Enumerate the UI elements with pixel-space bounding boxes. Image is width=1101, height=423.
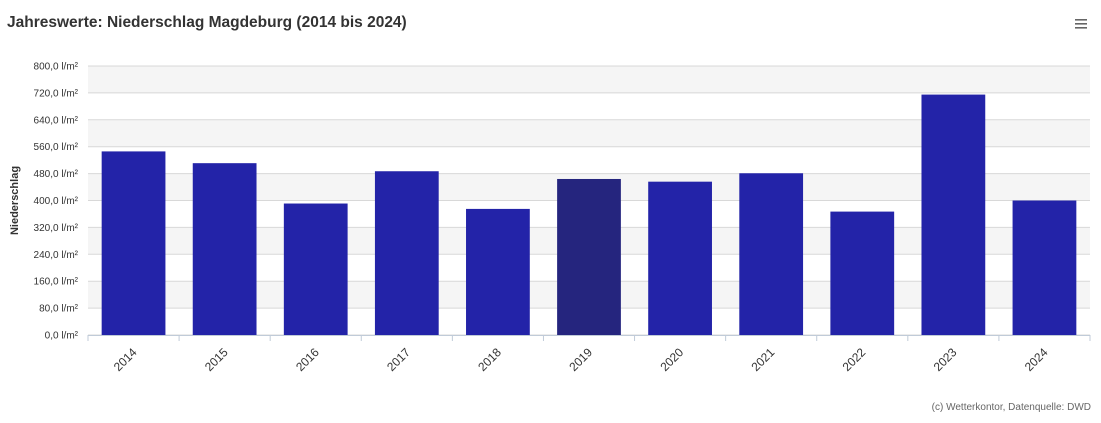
y-tick-label: 720,0 l/m² (34, 88, 79, 99)
bar-2021[interactable] (739, 173, 804, 335)
bar-2019[interactable] (557, 178, 621, 335)
y-tick-label: 400,0 l/m² (34, 196, 79, 207)
x-tick-label: 2014 (111, 345, 140, 374)
x-tick-label: 2021 (749, 345, 778, 374)
y-tick-label: 0,0 l/m² (45, 331, 79, 342)
credits-text[interactable]: (c) Wetterkontor, Datenquelle: DWD (931, 402, 1091, 413)
x-tick-label: 2023 (931, 345, 960, 374)
bar-2017[interactable] (374, 171, 439, 335)
bar-2014[interactable] (101, 151, 166, 335)
bar-2024[interactable] (1012, 200, 1077, 336)
y-tick-label: 240,0 l/m² (34, 250, 79, 261)
y-axis-label: Niederschlag (9, 166, 21, 235)
bar-2018[interactable] (466, 208, 530, 335)
x-tick-label: 2024 (1022, 345, 1051, 374)
bar-2015[interactable] (192, 163, 257, 335)
bar-2016[interactable] (283, 203, 348, 335)
bar-series (101, 94, 1077, 336)
x-tick-label: 2018 (475, 345, 504, 374)
bar-2022[interactable] (830, 211, 895, 335)
bar-2020[interactable] (648, 181, 712, 335)
x-tick-label: 2022 (840, 345, 869, 374)
y-tick-label: 800,0 l/m² (34, 62, 79, 73)
hamburger-menu-icon (1075, 19, 1087, 29)
y-tick-label: 560,0 l/m² (34, 142, 79, 153)
y-tick-label: 160,0 l/m² (34, 277, 79, 288)
bar-2023[interactable] (921, 94, 986, 335)
y-axis: 0,0 l/m² 80,0 l/m² 160,0 l/m² 240,0 l/m² 320… (34, 62, 79, 342)
chart-menu-button[interactable] (1071, 16, 1091, 32)
x-axis: 2014 2015 2016 2017 2018 2019 2020 2021 2022 2023… (87, 335, 1091, 374)
x-tick-label: 2015 (202, 345, 231, 374)
y-tick-label: 80,0 l/m² (39, 304, 79, 315)
x-tick-label: 2020 (657, 345, 686, 374)
y-tick-label: 320,0 l/m² (34, 223, 79, 234)
chart-title: Jahreswerte: Niederschlag Magdeburg (201… (7, 14, 407, 31)
x-tick-label: 2017 (384, 345, 413, 374)
y-tick-label: 640,0 l/m² (34, 115, 79, 126)
x-tick-label: 2019 (566, 345, 595, 374)
x-tick-label: 2016 (293, 345, 322, 374)
plot-band (88, 66, 1090, 93)
y-tick-label: 480,0 l/m² (34, 169, 79, 180)
